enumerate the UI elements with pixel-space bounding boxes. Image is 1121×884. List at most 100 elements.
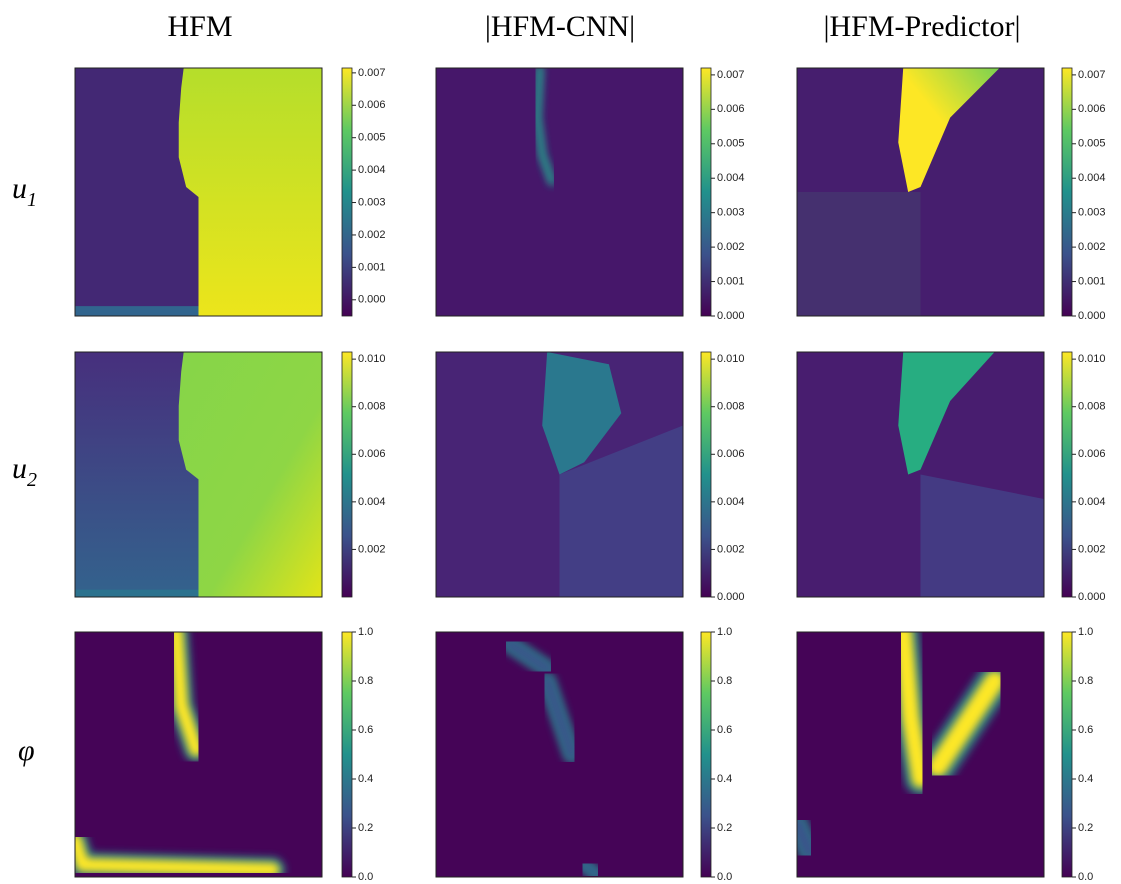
heatmap: 0.002 0.004 0.006 0.008 0.010	[74, 351, 386, 598]
colorbar-tick-label: 0.2	[358, 822, 373, 834]
colorbar-tick-label: 0.006	[1078, 103, 1106, 115]
field-band	[927, 671, 1005, 777]
colorbar-tick-label: 0.000	[358, 294, 386, 306]
colorbar-tick-label: 0.8	[358, 675, 373, 687]
field-region	[75, 589, 199, 597]
heatmap-frame	[796, 631, 1045, 878]
colorbar-tick-label: 0.010	[1078, 353, 1106, 365]
colorbar-tick-label: 0.006	[1078, 448, 1106, 460]
colorbar-tick-label: 0.6	[1078, 724, 1093, 736]
colorbar-tick-label: 0.004	[717, 172, 745, 184]
colorbar-tick-label: 0.000	[1078, 310, 1106, 322]
colorbar-tick-label: 0.8	[1078, 675, 1093, 687]
colorbar-tick-label: 0.004	[358, 496, 386, 508]
colorbar-tick-label: 0.4	[1078, 773, 1093, 785]
colorbar-tick-label: 0.004	[717, 496, 745, 508]
field-bg	[436, 632, 683, 877]
colorbar-tick-label: 0.006	[717, 103, 745, 115]
heatmap-frame	[435, 67, 684, 317]
field	[797, 632, 1044, 877]
heatmap-frame	[796, 351, 1045, 598]
field-region	[797, 192, 921, 316]
field-region	[178, 68, 322, 316]
colorbar-tick-label: 0.2	[1078, 822, 1093, 834]
colorbar-tick-label: 0.003	[717, 207, 745, 219]
heatmap: 0.0 0.2 0.4 0.6 0.8 1.0	[74, 626, 373, 883]
colorbar-tick-label: 0.0	[358, 871, 373, 883]
heatmap-frame	[435, 631, 684, 878]
colorbar-tick-label: 0.008	[1078, 401, 1106, 413]
colorbar-tick-label: 0.006	[358, 448, 386, 460]
colorbar-tick-label: 0.006	[717, 448, 745, 460]
colorbar-tick-label: 0.001	[1078, 275, 1106, 287]
field	[75, 632, 322, 877]
field-region	[178, 352, 322, 597]
colorbar-tick-label: 0.004	[1078, 172, 1106, 184]
colorbar-tick-label: 0.003	[358, 196, 386, 208]
colorbar-tick-label: 0.002	[358, 229, 386, 241]
colorbar-tick-label: 0.006	[358, 99, 386, 111]
field-region	[542, 352, 622, 475]
heatmap: 0.000 0.001 0.002 0.003 0.004 0.005 0.006 0.007	[435, 67, 745, 322]
colorbar	[700, 631, 712, 878]
heatmap-frame	[74, 631, 323, 878]
colorbar-tick-label: 0.004	[358, 164, 386, 176]
heatmap: 0.000 0.002 0.004 0.006 0.008 0.010	[796, 351, 1106, 603]
colorbar	[700, 67, 712, 317]
colorbar	[341, 67, 353, 317]
colorbar-tick-label: 0.4	[358, 773, 373, 785]
colorbar-tick-label: 1.0	[717, 626, 732, 638]
field-region	[920, 474, 1044, 597]
field-band	[505, 639, 553, 674]
field-region	[898, 352, 995, 475]
field-band	[542, 676, 577, 760]
field	[75, 352, 322, 597]
field-region	[898, 68, 1000, 192]
heatmap: 0.000 0.002 0.004 0.006 0.008 0.010	[435, 351, 745, 603]
column-title: HFM	[167, 10, 232, 43]
colorbar-tick-label: 1.0	[1078, 626, 1093, 638]
heatmap-frame	[74, 351, 323, 598]
colorbar	[341, 351, 353, 598]
colorbar-tick-label: 0.001	[358, 261, 386, 273]
field-band	[75, 833, 280, 877]
colorbar-tick-label: 0.008	[717, 401, 745, 413]
colorbar-tick-label: 0.007	[717, 69, 745, 81]
colorbar-tick-label: 0.2	[717, 822, 732, 834]
heatmap: 0.000 0.001 0.002 0.003 0.004 0.005 0.006 0.007	[74, 67, 386, 317]
colorbar-tick-label: 0.000	[1078, 591, 1106, 603]
colorbar	[341, 631, 353, 878]
colorbar-tick-label: 0.007	[1078, 69, 1106, 81]
colorbar-tick-label: 0.002	[717, 543, 745, 555]
field	[797, 352, 1044, 597]
colorbar-tick-label: 0.0	[717, 871, 732, 883]
field-band	[169, 632, 204, 757]
colorbar-tick-label: 0.010	[717, 353, 745, 365]
field	[436, 68, 683, 316]
colorbar-tick-label: 0.4	[717, 773, 732, 785]
colorbar-tick-label: 0.005	[717, 138, 745, 150]
field-band	[894, 632, 930, 788]
field-bg	[436, 68, 683, 316]
field-band	[797, 817, 816, 859]
heatmap-frame	[74, 67, 323, 317]
colorbar-tick-label: 0.004	[1078, 496, 1106, 508]
colorbar	[1061, 351, 1073, 598]
heatmap-frame	[435, 351, 684, 598]
colorbar	[700, 351, 712, 598]
row-label: φ	[18, 734, 35, 767]
column-title: |HFM-CNN|	[485, 10, 635, 43]
colorbar-tick-label: 0.007	[358, 67, 386, 79]
heatmap: 0.0 0.2 0.4 0.6 0.8 1.0	[435, 626, 732, 883]
colorbar-tick-label: 0.6	[358, 724, 373, 736]
field-region	[559, 425, 683, 597]
colorbar-tick-label: 0.001	[717, 275, 745, 287]
row-label: u2	[12, 452, 37, 491]
colorbar-tick-label: 0.002	[717, 241, 745, 253]
heatmap: 0.000 0.001 0.002 0.003 0.004 0.005 0.006 0.007	[796, 67, 1106, 322]
colorbar-tick-label: 0.002	[358, 543, 386, 555]
colorbar-tick-label: 0.005	[1078, 138, 1106, 150]
colorbar	[1061, 67, 1073, 317]
row-label: u1	[12, 172, 37, 211]
